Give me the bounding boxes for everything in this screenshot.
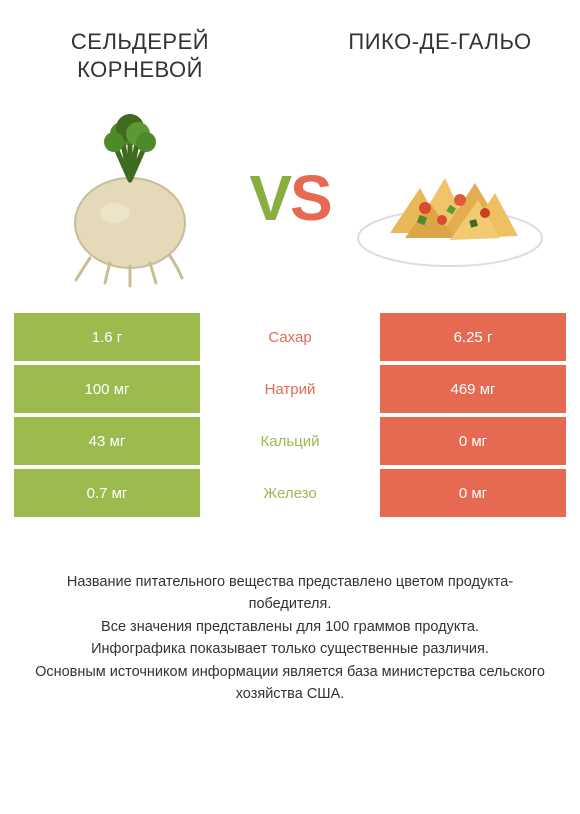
vs-s: S	[290, 161, 331, 235]
left-value-cell: 100 мг	[14, 365, 200, 413]
vs-v: V	[249, 161, 290, 235]
images-row: VS	[0, 93, 580, 313]
table-row: 0.7 мгЖелезо0 мг	[14, 469, 566, 517]
nutrient-label: Железо	[200, 469, 380, 517]
right-value-cell: 0 мг	[380, 417, 566, 465]
comparison-table: 1.6 гСахар6.25 г100 мгНатрий469 мг43 мгК…	[0, 313, 580, 517]
left-value-cell: 43 мг	[14, 417, 200, 465]
footnote-line: Название питательного вещества представл…	[30, 571, 550, 616]
nutrient-label: Кальций	[200, 417, 380, 465]
footnotes: Название питательного вещества представл…	[0, 521, 580, 706]
table-row: 1.6 гСахар6.25 г	[14, 313, 566, 361]
table-row: 43 мгКальций0 мг	[14, 417, 566, 465]
nutrient-label: Сахар	[200, 313, 380, 361]
footnote-line: Все значения представлены для 100 граммо…	[30, 616, 550, 638]
right-value-cell: 0 мг	[380, 469, 566, 517]
left-product-title: СЕЛЬДЕРЕЙ КОРНЕВОЙ	[30, 28, 250, 83]
footnote-line: Основным источником информации является …	[30, 661, 550, 706]
right-value-cell: 469 мг	[380, 365, 566, 413]
nutrient-label: Натрий	[200, 365, 380, 413]
table-row: 100 мгНатрий469 мг	[14, 365, 566, 413]
right-product-title: ПИКО-ДЕ-ГАЛЬО	[330, 28, 550, 83]
left-product-image	[30, 108, 230, 288]
footnote-line: Инфографика показывает только существенн…	[30, 638, 550, 660]
left-value-cell: 0.7 мг	[14, 469, 200, 517]
header: СЕЛЬДЕРЕЙ КОРНЕВОЙ ПИКО-ДЕ-ГАЛЬО	[0, 0, 580, 93]
vs-label: VS	[249, 161, 330, 235]
left-value-cell: 1.6 г	[14, 313, 200, 361]
right-product-image	[350, 108, 550, 288]
right-value-cell: 6.25 г	[380, 313, 566, 361]
